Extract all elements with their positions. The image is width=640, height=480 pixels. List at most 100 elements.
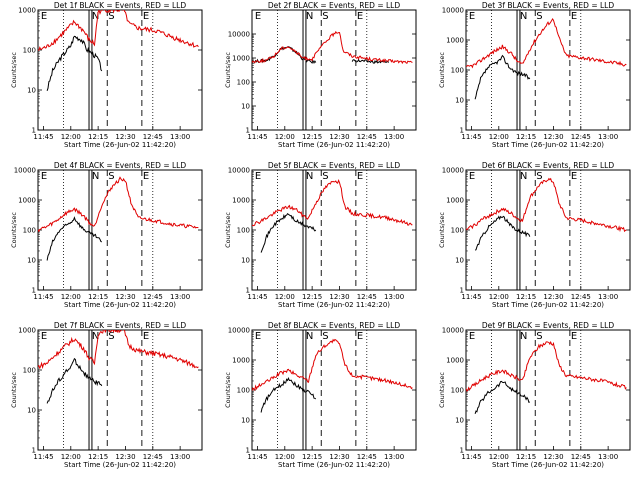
interval-marker: E: [469, 11, 475, 22]
x-tick-label: 13:00: [384, 133, 404, 141]
y-tick-label: 10: [241, 103, 250, 111]
x-tick-label: 12:30: [115, 133, 135, 141]
x-tick-label: 12:15: [516, 293, 536, 301]
panel-title: Det 5f BLACK = Events, RED = LLD: [268, 161, 401, 170]
series-line-lld: [466, 17, 627, 69]
y-tick-label: 1000: [446, 197, 464, 205]
panel-title: Det 2f BLACK = Events, RED = LLD: [268, 1, 401, 10]
y-tick-label: 100: [23, 367, 36, 375]
x-axis-label: Start Time (26-Jun-02 11:42:20): [492, 461, 604, 469]
y-tick-label: 100: [237, 387, 250, 395]
x-tick-label: 12:15: [516, 453, 536, 461]
y-tick-label: 100: [23, 227, 36, 235]
interval-marker: S: [536, 171, 542, 182]
y-tick-label: 1000: [18, 7, 36, 15]
x-tick-label: 11:45: [33, 133, 53, 141]
x-tick-label: 12:15: [302, 453, 322, 461]
x-tick-label: 12:15: [302, 133, 322, 141]
x-tick-label: 13:00: [384, 293, 404, 301]
x-tick-label: 13:00: [170, 133, 190, 141]
series-line-lld: [38, 10, 199, 51]
y-tick-label: 10: [455, 257, 464, 265]
x-axis-label: Start Time (26-Jun-02 11:42:20): [492, 141, 604, 149]
x-axis-label: Start Time (26-Jun-02 11:42:20): [64, 301, 176, 309]
y-tick-label: 1000: [18, 327, 36, 335]
x-axis-label: Start Time (26-Jun-02 11:42:20): [278, 301, 390, 309]
interval-marker: N: [92, 11, 99, 22]
plot-frame: [465, 9, 631, 131]
x-axis-label: Start Time (26-Jun-02 11:42:20): [278, 461, 390, 469]
x-tick-label: 12:45: [571, 293, 591, 301]
plot-frame: [37, 9, 203, 131]
panel-title: Det 1f BLACK = Events, RED = LLD: [54, 1, 187, 10]
x-tick-label: 11:45: [247, 133, 267, 141]
panel-det-8f: Det 8f BLACK = Events, RED = LLD 1 10 100 10…: [224, 321, 417, 469]
series-line-events: [351, 58, 390, 64]
y-tick-label: 1: [246, 287, 250, 295]
x-tick-label: 12:00: [489, 453, 509, 461]
y-tick-label: 100: [237, 227, 250, 235]
x-tick-label: 12:00: [61, 293, 81, 301]
y-tick-label: 1000: [18, 197, 36, 205]
y-tick-label: 1000: [232, 357, 250, 365]
x-tick-label: 12:30: [329, 133, 349, 141]
series-line-events: [46, 35, 103, 91]
x-axis-label: Start Time (26-Jun-02 11:42:20): [64, 461, 176, 469]
y-tick-label: 1000: [446, 37, 464, 45]
y-axis-label: Counts/sec: [438, 212, 446, 248]
series-line-lld: [38, 176, 199, 233]
y-tick-label: 10000: [228, 31, 250, 39]
x-tick-label: 12:45: [357, 453, 377, 461]
panel-title: Det 7f BLACK = Events, RED = LLD: [54, 321, 187, 330]
y-axis-label: Counts/sec: [224, 52, 232, 88]
interval-marker: E: [143, 171, 149, 182]
y-tick-label: 10000: [442, 167, 464, 175]
x-tick-label: 12:30: [543, 133, 563, 141]
y-tick-label: 1: [246, 447, 250, 455]
series-line-lld: [466, 177, 627, 233]
y-tick-label: 1: [32, 287, 36, 295]
x-tick-label: 11:45: [461, 293, 481, 301]
x-tick-label: 12:15: [88, 453, 108, 461]
x-tick-label: 12:45: [143, 453, 163, 461]
y-tick-label: 10: [27, 407, 36, 415]
y-tick-label: 1: [32, 447, 36, 455]
x-axis-label: Start Time (26-Jun-02 11:42:20): [492, 301, 604, 309]
x-tick-label: 12:30: [329, 293, 349, 301]
plot-frame: [37, 169, 203, 291]
interval-marker: E: [357, 171, 363, 182]
plot-frame: [37, 329, 203, 451]
interval-marker: E: [469, 171, 475, 182]
x-tick-label: 12:15: [88, 133, 108, 141]
y-tick-label: 100: [451, 387, 464, 395]
interval-marker: E: [571, 11, 577, 22]
panel-title: Det 6f BLACK = Events, RED = LLD: [482, 161, 615, 170]
x-tick-label: 12:00: [275, 293, 295, 301]
interval-marker: N: [306, 11, 313, 22]
y-tick-label: 1: [460, 287, 464, 295]
interval-marker: S: [108, 171, 114, 182]
x-tick-label: 12:45: [357, 133, 377, 141]
interval-marker: E: [571, 171, 577, 182]
x-tick-label: 12:15: [516, 133, 536, 141]
interval-marker: S: [322, 11, 328, 22]
interval-marker: N: [520, 11, 527, 22]
x-tick-label: 12:30: [329, 453, 349, 461]
interval-marker: E: [357, 11, 363, 22]
x-tick-label: 11:45: [247, 293, 267, 301]
series-line-lld: [466, 340, 627, 392]
x-axis-label: Start Time (26-Jun-02 11:42:20): [64, 141, 176, 149]
series-line-events: [46, 216, 103, 261]
interval-marker: E: [41, 11, 47, 22]
interval-marker: S: [536, 11, 542, 22]
interval-marker: N: [520, 331, 527, 342]
x-tick-label: 11:45: [461, 133, 481, 141]
series-line-events: [46, 357, 103, 404]
panel-det-3f: Det 3f BLACK = Events, RED = LLD 1 10 100 10…: [438, 1, 631, 149]
plot-frame: [251, 169, 417, 291]
plot-frame: [465, 329, 631, 451]
y-tick-label: 10: [455, 417, 464, 425]
x-tick-label: 11:45: [33, 453, 53, 461]
interval-marker: N: [520, 171, 527, 182]
y-tick-label: 10000: [228, 167, 250, 175]
